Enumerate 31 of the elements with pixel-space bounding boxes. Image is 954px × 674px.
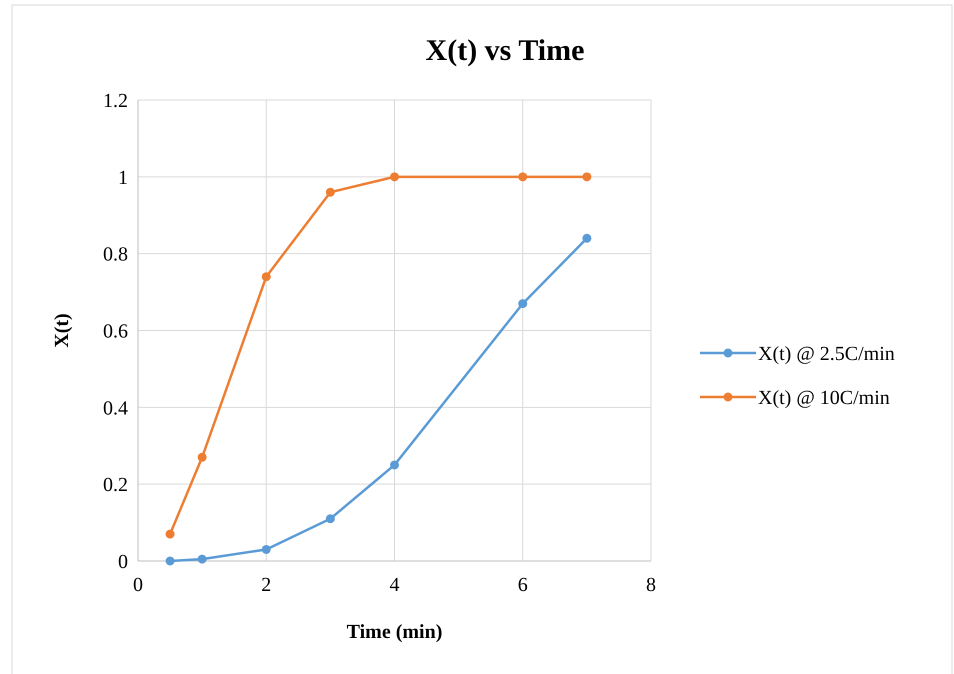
point (390, 172, 399, 182)
point (326, 188, 335, 197)
point (582, 234, 592, 243)
x-tick-label: 2 (261, 574, 272, 596)
point (518, 299, 528, 308)
y-tick-label: 0 (118, 551, 128, 573)
point (582, 172, 592, 182)
point (262, 544, 271, 554)
point (198, 554, 207, 564)
point (166, 530, 175, 539)
x-tick-label: 8 (646, 574, 656, 596)
y-tick-label: 0.6 (103, 320, 128, 342)
point (390, 460, 399, 470)
x-axis-title: Time (min) (346, 621, 442, 643)
x-tick-label: 4 (390, 574, 400, 596)
point (198, 452, 207, 462)
legend-label: X(t) @ 2.5C/min (758, 343, 895, 365)
x-tick-label: 6 (518, 574, 528, 596)
chart-title: X(t) vs Time (426, 34, 584, 67)
y-tick-label: 0.8 (103, 244, 128, 266)
point (262, 272, 271, 282)
point (518, 172, 528, 182)
point (326, 514, 335, 524)
y-tick-label: 0.4 (103, 397, 128, 420)
y-tick-label: 0.2 (103, 474, 128, 496)
point (166, 556, 175, 566)
y-axis-title: X(t) (51, 313, 73, 348)
legend-label: X(t) @ 10C/min (758, 387, 890, 409)
y-tick-label: 1.2 (103, 90, 128, 112)
x-tick-label: 0 (133, 574, 143, 596)
y-tick-label: 1 (118, 166, 128, 189)
